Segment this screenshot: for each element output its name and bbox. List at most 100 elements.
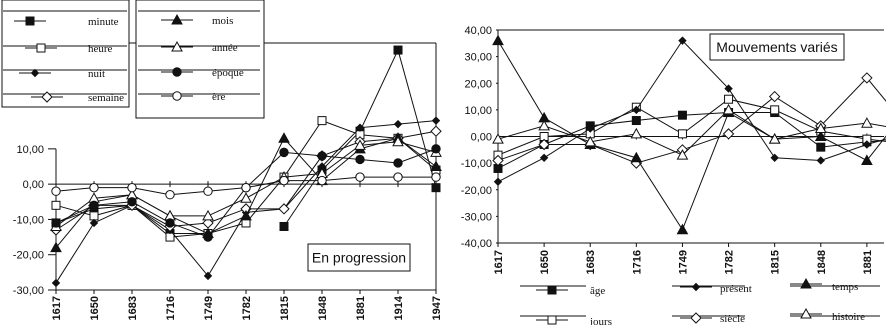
legend-label: temps [832,281,858,293]
data-point [541,154,548,161]
data-point [91,219,98,226]
data-point [394,173,402,181]
data-point [677,225,687,234]
y-tick-label: 40,00 [464,25,492,37]
data-point [432,184,440,192]
data-point [771,106,779,114]
data-point [241,193,251,202]
data-point [771,154,778,161]
data-point [52,187,60,195]
y-tick-label: 0,00 [471,132,492,144]
data-point [431,126,441,136]
data-point [724,129,734,139]
y-tick-label: -20,00 [461,185,492,197]
x-tick-label: 1617 [51,296,63,320]
data-point [90,212,98,220]
data-point [394,159,402,167]
legend-marker [37,44,45,52]
legend-marker [548,316,556,324]
x-tick-label: 1848 [317,296,329,320]
series-âge [494,109,886,173]
legend-marker [173,68,181,76]
y-tick-label: -40,00 [461,238,492,250]
data-point [166,219,174,227]
x-tick-label: 1947 [431,296,443,320]
data-point [166,191,174,199]
data-point [495,178,502,185]
data-point [631,129,641,138]
data-point [280,222,288,230]
legend-label: époque [212,67,244,79]
x-tick-label: 1749 [203,296,215,320]
y-tick-label: -20,00 [13,250,44,262]
data-point [725,95,733,103]
x-tick-label: 1683 [127,296,139,320]
data-point [356,155,364,163]
x-tick-label: 1782 [241,296,253,320]
legend-label: année [212,42,238,54]
legend-label: semaine [88,92,124,104]
legend-item-siècle: siècle [680,313,745,325]
legend-item-présent: présent [680,283,752,295]
legend-label: présent [720,283,752,295]
data-point [52,219,60,227]
x-tick-label: 1749 [677,250,689,274]
data-point [318,117,326,125]
legend-item-âge: âge [536,285,605,297]
legend-label: nuit [88,68,105,80]
x-tick-label: 1650 [89,296,101,320]
data-point [817,157,824,164]
data-point [242,183,250,191]
data-point [770,92,780,102]
legend-item-jours: jours [536,316,612,325]
x-tick-label: 1815 [770,250,782,274]
data-point [678,111,686,119]
data-point [817,143,825,151]
legend-label: minute [88,16,119,28]
y-tick-label: 10,00 [16,144,44,156]
x-tick-label: 1650 [539,250,551,274]
series-temps [493,36,886,234]
y-tick-label: 30,00 [464,52,492,64]
data-point [395,121,402,128]
series-siècle [493,73,886,168]
legend-label: histoire [832,311,865,323]
legend-label: heure [88,43,113,55]
x-tick-label: 1881 [862,250,874,274]
data-point [204,233,212,241]
x-tick-label: 1617 [493,250,505,274]
data-point [394,46,402,54]
data-point [862,118,872,127]
data-point [90,201,98,209]
legend-marker [548,286,556,294]
data-point [280,176,288,184]
series-jours [494,95,886,159]
y-tick-label: -10,00 [461,158,492,170]
data-point [128,183,136,191]
annotation-text: Mouvements variés [716,39,837,55]
data-point [280,148,288,156]
data-point [166,233,174,241]
y-tick-label: -30,00 [13,285,44,297]
data-point [493,36,503,45]
data-point [356,173,364,181]
x-tick-label: 1716 [631,250,643,274]
y-tick-label: 0,00 [23,179,44,191]
legend-label: siècle [720,313,745,325]
chart-right: 40,0030,0020,0010,000,00-10,00-20,00-30,… [461,25,886,325]
x-tick-label: 1683 [585,250,597,274]
data-point [318,152,326,160]
data-point [318,176,326,184]
data-point [279,133,289,142]
data-point [90,183,98,191]
legend-label: ère [212,91,226,103]
data-point [52,201,60,209]
data-point [128,198,136,206]
legend-marker [691,313,701,323]
legend: âge jours présent siècle temps histoire [520,279,880,325]
data-point [632,117,640,125]
legend-marker [26,17,34,25]
